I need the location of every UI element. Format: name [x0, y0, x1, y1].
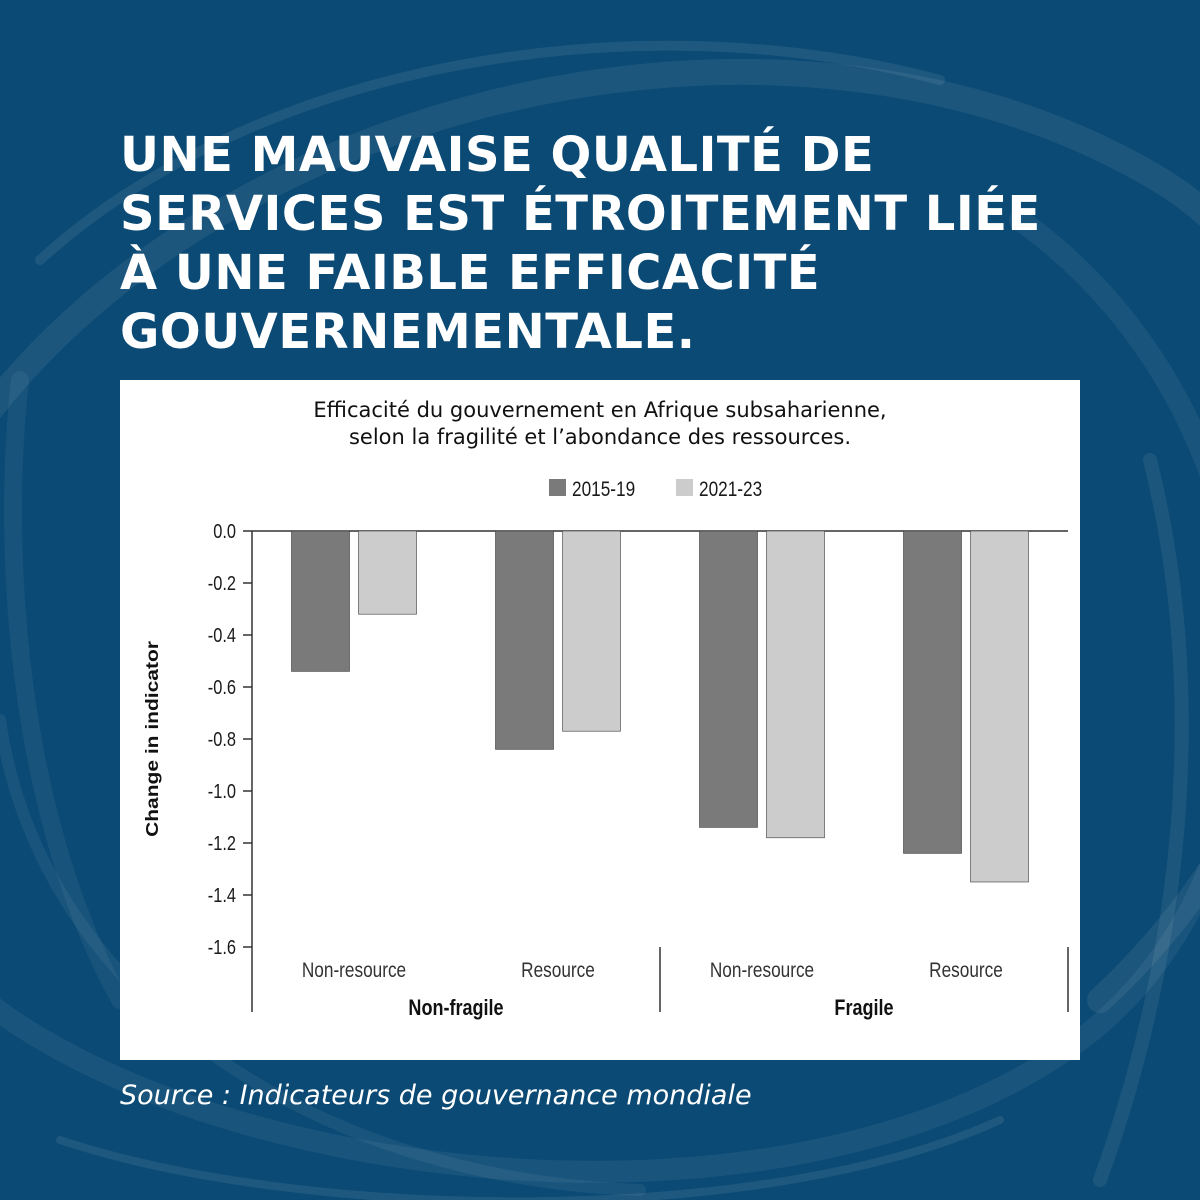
legend-swatch-2021-23 — [676, 479, 693, 496]
y-tick-label: -0.8 — [208, 727, 236, 750]
plot-area: 0.0 -0.2 -0.4 -0.6 -0.8 -1.0 -1.2 -1.4 -1.6 Non-r… — [208, 479, 1069, 1020]
y-tick-label: -0.6 — [208, 675, 236, 698]
category-label: Resource — [929, 960, 1003, 983]
bar-2021-23-resource — [562, 530, 621, 732]
y-axis-label: Change in indicator — [144, 640, 163, 836]
category-label: Non-resource — [710, 960, 814, 983]
legend-label: 2015-19 — [572, 479, 635, 502]
source-note: Source : Indicateurs de gouvernance mond… — [120, 1080, 752, 1111]
legend-swatch-2015-19 — [549, 479, 566, 496]
chart-title: Efficacité du gouvernement en Afrique su… — [313, 398, 886, 422]
bar-2015-19-non-resource — [699, 530, 758, 828]
group-label: Fragile — [834, 996, 893, 1020]
y-tick-label: 0.0 — [213, 519, 236, 542]
y-tick-label: -1.2 — [208, 831, 236, 854]
bar-2015-19-resource — [495, 530, 554, 750]
y-tick-label: -0.2 — [208, 571, 236, 594]
legend-label: 2021-23 — [699, 479, 762, 502]
category-label: Resource — [521, 960, 595, 983]
bar-2015-19-resource — [903, 530, 962, 854]
y-tick-label: -1.0 — [208, 779, 236, 802]
y-tick-label: -0.4 — [208, 623, 236, 646]
chart-subtitle: selon la fragilité et l’abondance des re… — [349, 425, 851, 449]
bar-2021-23-non-resource — [766, 530, 825, 839]
chart-panel: Efficacité du gouvernement en Afrique su… — [120, 380, 1080, 1060]
y-tick-label: -1.4 — [208, 883, 236, 906]
bar-chart: Efficacité du gouvernement en Afrique su… — [144, 398, 1069, 1020]
category-label: Non-resource — [302, 960, 406, 983]
y-tick-label: -1.6 — [208, 935, 236, 958]
bar-2021-23-non-resource — [358, 530, 417, 615]
bar-2015-19-non-resource — [291, 530, 350, 672]
headline: UNE MAUVAISE QUALITÉ DE SERVICES EST ÉTR… — [120, 127, 1041, 360]
bar-2021-23-resource — [970, 530, 1029, 883]
group-label: Non-fragile — [408, 996, 503, 1020]
